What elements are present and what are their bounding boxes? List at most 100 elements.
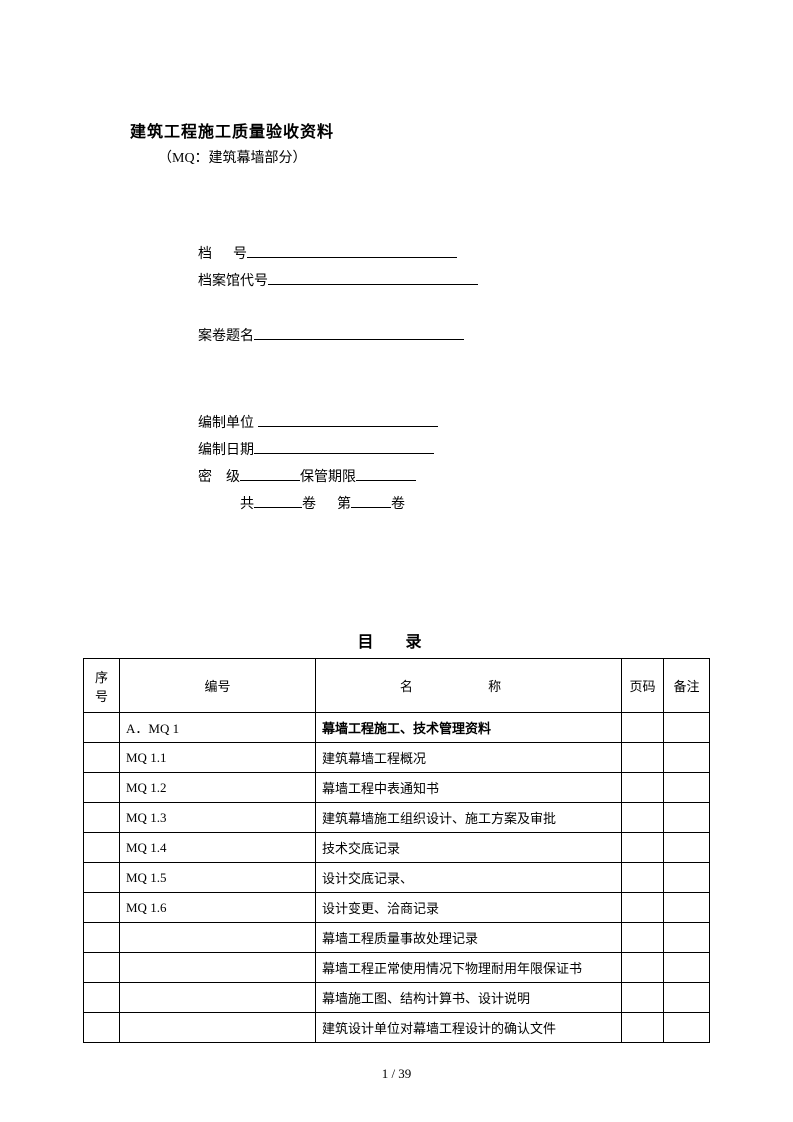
toc-header-name: 名 称 <box>316 659 622 713</box>
toc-header-seq: 序号 <box>84 659 120 713</box>
secret-label: 密 级 <box>198 466 240 486</box>
toc-table: 序号 编号 名 称 页码 备注 A．MQ 1幕墙工程施工、技术管理资料MQ 1.… <box>83 658 710 1043</box>
toc-header-note: 备注 <box>664 659 710 713</box>
compile-date-label: 编制日期 <box>198 439 254 459</box>
table-row: 幕墙工程正常使用情况下物理耐用年限保证书 <box>84 953 710 983</box>
secret-line <box>240 465 300 481</box>
cell-page <box>622 773 664 803</box>
volume-total-line <box>254 492 302 508</box>
table-row: 幕墙工程质量事故处理记录 <box>84 923 710 953</box>
cell-page <box>622 1013 664 1043</box>
file-number-line <box>247 242 457 258</box>
retention-label: 保管期限 <box>300 466 356 486</box>
volume-index-line <box>351 492 391 508</box>
cell-note <box>664 923 710 953</box>
table-row: MQ 1.5设计交底记录、 <box>84 863 710 893</box>
cell-note <box>664 833 710 863</box>
cell-item-name: 建筑设计单位对幕墙工程设计的确认文件 <box>316 1013 622 1043</box>
file-number-row: 档 号 <box>198 242 710 263</box>
volume-prefix: 共 <box>240 493 254 513</box>
cell-page <box>622 863 664 893</box>
cell-note <box>664 893 710 923</box>
cell-seq <box>84 773 120 803</box>
cell-page <box>622 983 664 1013</box>
cell-code <box>120 983 316 1013</box>
cell-item-name: 幕墙工程施工、技术管理资料 <box>316 713 622 743</box>
table-row: MQ 1.4技术交底记录 <box>84 833 710 863</box>
archive-code-label: 档案馆代号 <box>198 270 268 290</box>
cell-note <box>664 983 710 1013</box>
table-row: MQ 1.1建筑幕墙工程概况 <box>84 743 710 773</box>
table-row: 建筑设计单位对幕墙工程设计的确认文件 <box>84 1013 710 1043</box>
cell-seq <box>84 953 120 983</box>
cell-page <box>622 833 664 863</box>
cell-seq <box>84 983 120 1013</box>
title-block: 建筑工程施工质量验收资料 （MQ：建筑幕墙部分） <box>130 118 710 167</box>
cell-item-name: 幕墙施工图、结构计算书、设计说明 <box>316 983 622 1013</box>
subject-line <box>254 324 464 340</box>
cell-code: MQ 1.6 <box>120 893 316 923</box>
cell-note <box>664 743 710 773</box>
cell-page <box>622 923 664 953</box>
volume-suffix: 卷 <box>391 493 405 513</box>
cell-note <box>664 713 710 743</box>
subject-label: 案卷题名 <box>198 325 254 345</box>
cell-note <box>664 1013 710 1043</box>
cell-page <box>622 743 664 773</box>
cell-seq <box>84 743 120 773</box>
cell-code: MQ 1.2 <box>120 773 316 803</box>
cell-seq <box>84 893 120 923</box>
cell-note <box>664 953 710 983</box>
compile-unit-line <box>258 411 438 427</box>
cell-page <box>622 713 664 743</box>
table-row: MQ 1.3建筑幕墙施工组织设计、施工方案及审批 <box>84 803 710 833</box>
toc-header-page: 页码 <box>622 659 664 713</box>
main-title: 建筑工程施工质量验收资料 <box>130 118 710 142</box>
archive-code-row: 档案馆代号 <box>198 269 710 290</box>
cell-seq <box>84 803 120 833</box>
cell-code: MQ 1.1 <box>120 743 316 773</box>
table-row: MQ 1.2幕墙工程中表通知书 <box>84 773 710 803</box>
cell-item-name: 幕墙工程质量事故处理记录 <box>316 923 622 953</box>
toc-title: 目 录 <box>83 628 710 652</box>
cell-code <box>120 953 316 983</box>
cover-info-block: 档 号 档案馆代号 案卷题名 编制单位 编制日期 密 级 保管期限 共 卷 第 … <box>198 242 710 513</box>
subject-row: 案卷题名 <box>198 324 710 345</box>
table-row: MQ 1.6设计变更、洽商记录 <box>84 893 710 923</box>
cell-note <box>664 863 710 893</box>
cell-seq <box>84 923 120 953</box>
cell-code: MQ 1.5 <box>120 863 316 893</box>
cell-code: MQ 1.4 <box>120 833 316 863</box>
archive-code-line <box>268 269 478 285</box>
cell-seq <box>84 713 120 743</box>
cell-seq <box>84 1013 120 1043</box>
cell-page <box>622 803 664 833</box>
cell-page <box>622 893 664 923</box>
cell-item-name: 建筑幕墙工程概况 <box>316 743 622 773</box>
page-footer: 1 / 39 <box>0 1066 793 1082</box>
cell-seq <box>84 863 120 893</box>
cell-note <box>664 803 710 833</box>
cell-item-name: 设计交底记录、 <box>316 863 622 893</box>
cell-item-name: 幕墙工程中表通知书 <box>316 773 622 803</box>
cell-seq <box>84 833 120 863</box>
cell-item-name: 建筑幕墙施工组织设计、施工方案及审批 <box>316 803 622 833</box>
cell-code <box>120 923 316 953</box>
retention-line <box>356 465 416 481</box>
toc-header-code: 编号 <box>120 659 316 713</box>
cell-item-name: 设计变更、洽商记录 <box>316 893 622 923</box>
compile-unit-row: 编制单位 <box>198 411 710 432</box>
cell-code <box>120 1013 316 1043</box>
compile-date-line <box>254 438 434 454</box>
cell-note <box>664 773 710 803</box>
compile-date-row: 编制日期 <box>198 438 710 459</box>
cell-item-name: 幕墙工程正常使用情况下物理耐用年限保证书 <box>316 953 622 983</box>
cell-item-name: 技术交底记录 <box>316 833 622 863</box>
secret-row: 密 级 保管期限 <box>198 465 710 486</box>
subtitle: （MQ：建筑幕墙部分） <box>158 147 710 167</box>
cell-page <box>622 953 664 983</box>
table-row: A．MQ 1幕墙工程施工、技术管理资料 <box>84 713 710 743</box>
cell-code: MQ 1.3 <box>120 803 316 833</box>
file-number-label: 档 号 <box>198 243 247 263</box>
table-row: 幕墙施工图、结构计算书、设计说明 <box>84 983 710 1013</box>
